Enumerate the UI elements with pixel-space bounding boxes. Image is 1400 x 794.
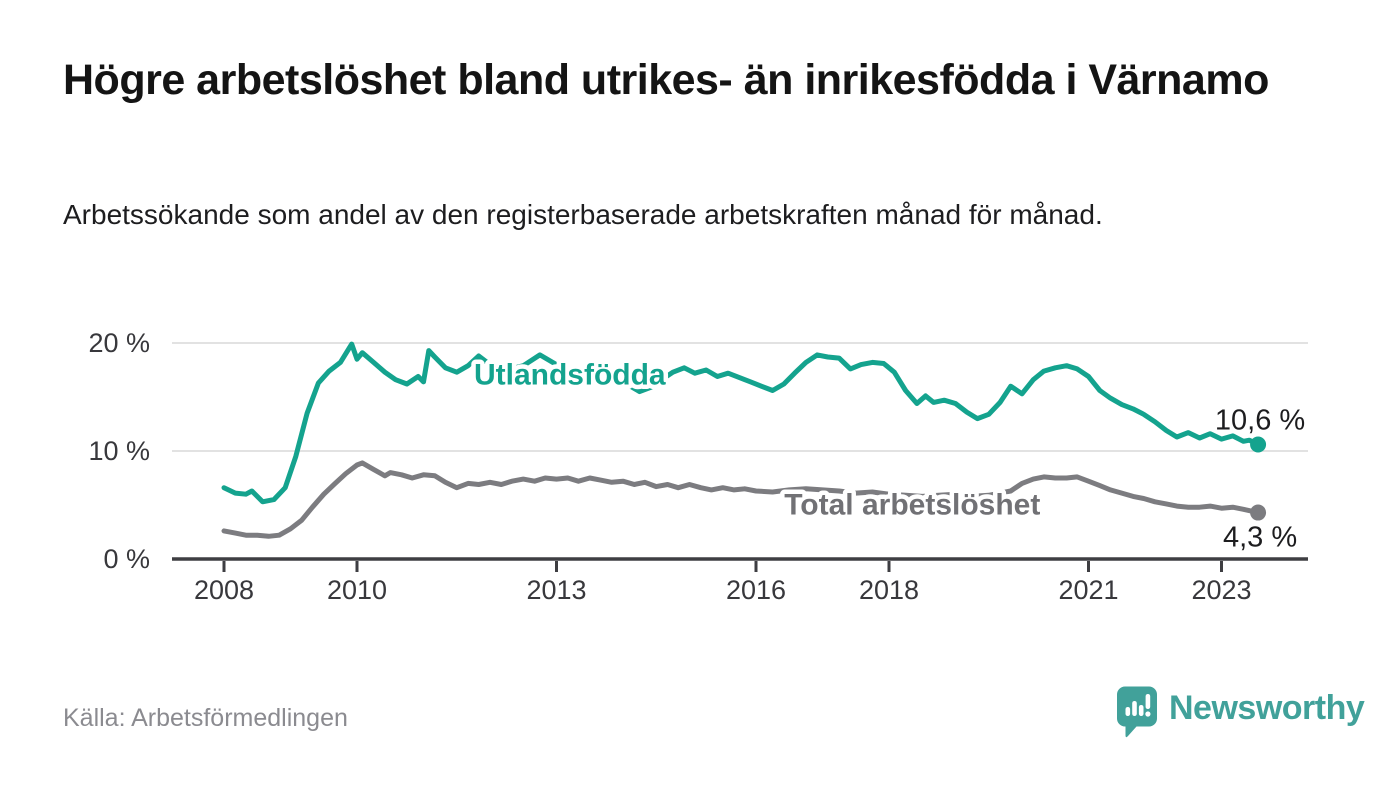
x-tick-label: 2023 bbox=[1191, 575, 1251, 605]
brand-logo: Newsworthy bbox=[1117, 686, 1365, 738]
source-note: Källa: Arbetsförmedlingen bbox=[63, 704, 348, 732]
series-endpoint-dot-0 bbox=[1250, 436, 1267, 453]
x-tick-label: 2013 bbox=[526, 575, 586, 605]
y-tick-label: 10 % bbox=[88, 436, 150, 466]
y-tick-label: 0 % bbox=[103, 544, 150, 574]
x-tick-label: 2018 bbox=[859, 575, 919, 605]
newsworthy-icon bbox=[1117, 686, 1157, 738]
x-tick-label: 2008 bbox=[194, 575, 254, 605]
series-end-value-label-0: 10,6 % bbox=[1215, 405, 1305, 437]
series-line-0 bbox=[221, 341, 1261, 505]
x-tick-label: 2016 bbox=[726, 575, 786, 605]
series-endpoint-dot-1 bbox=[1250, 504, 1267, 521]
x-tick-label: 2010 bbox=[327, 575, 387, 605]
page-title: Högre arbetslöshet bland utrikes- än inr… bbox=[63, 56, 1269, 104]
series-line-1 bbox=[221, 460, 1261, 539]
series-end-value-label-1: 4,3 % bbox=[1223, 522, 1297, 554]
brand-name: Newsworthy bbox=[1169, 689, 1365, 727]
page-subtitle: Arbetssökande som andel av den registerb… bbox=[63, 199, 1103, 230]
x-tick-label: 2021 bbox=[1058, 575, 1118, 605]
y-tick-label: 20 % bbox=[88, 328, 150, 358]
series-label-1: Total arbetslöshet bbox=[784, 488, 1040, 521]
series-label-0: Utlandsfödda bbox=[474, 358, 666, 391]
